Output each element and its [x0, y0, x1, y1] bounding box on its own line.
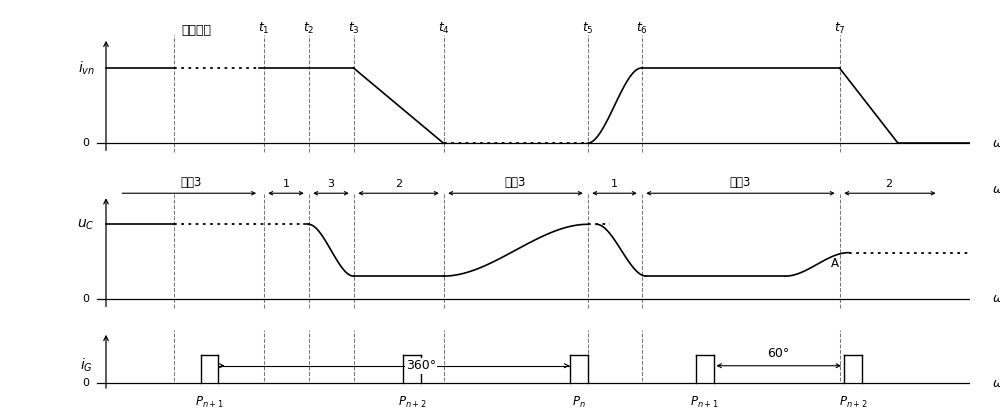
Text: 1: 1 — [283, 179, 290, 189]
Text: $\omega t$: $\omega t$ — [992, 292, 1000, 305]
Text: $i_G$: $i_G$ — [80, 356, 93, 374]
Text: 1: 1 — [611, 179, 618, 189]
Text: $i_{vn}$: $i_{vn}$ — [78, 59, 95, 77]
Text: A: A — [830, 257, 838, 270]
Text: $P_n$: $P_n$ — [572, 395, 585, 410]
Text: $t_3$: $t_3$ — [348, 21, 359, 36]
Text: $t_4$: $t_4$ — [438, 21, 449, 36]
Text: 状态3: 状态3 — [181, 176, 202, 189]
Text: 0: 0 — [83, 378, 90, 388]
Text: 0: 0 — [83, 138, 90, 148]
Text: $t_6$: $t_6$ — [636, 21, 647, 36]
Text: 60°: 60° — [768, 346, 790, 360]
Text: 状态3: 状态3 — [505, 176, 526, 189]
Text: $\omega t$: $\omega t$ — [992, 137, 1000, 150]
Text: $P_{n+2}$: $P_{n+2}$ — [398, 395, 426, 410]
Text: 2: 2 — [885, 179, 893, 189]
Text: $t_5$: $t_5$ — [582, 21, 593, 36]
Text: $\omega t$: $\omega t$ — [992, 182, 1000, 196]
Text: 360°: 360° — [406, 359, 436, 372]
Text: $\omega t$: $\omega t$ — [992, 377, 1000, 390]
Text: 0: 0 — [83, 294, 90, 304]
Text: 故障时刻: 故障时刻 — [181, 24, 211, 37]
Text: $P_{n+1}$: $P_{n+1}$ — [690, 395, 719, 410]
Text: $t_7$: $t_7$ — [834, 21, 845, 36]
Text: $P_{n+2}$: $P_{n+2}$ — [839, 395, 867, 410]
Text: $P_{n+1}$: $P_{n+1}$ — [195, 395, 224, 410]
Text: 2: 2 — [395, 179, 402, 189]
Text: $t_2$: $t_2$ — [303, 21, 314, 36]
Text: 状态3: 状态3 — [730, 176, 751, 189]
Text: $t_1$: $t_1$ — [258, 21, 269, 36]
Text: 3: 3 — [328, 179, 335, 189]
Text: $u_C$: $u_C$ — [77, 217, 95, 231]
